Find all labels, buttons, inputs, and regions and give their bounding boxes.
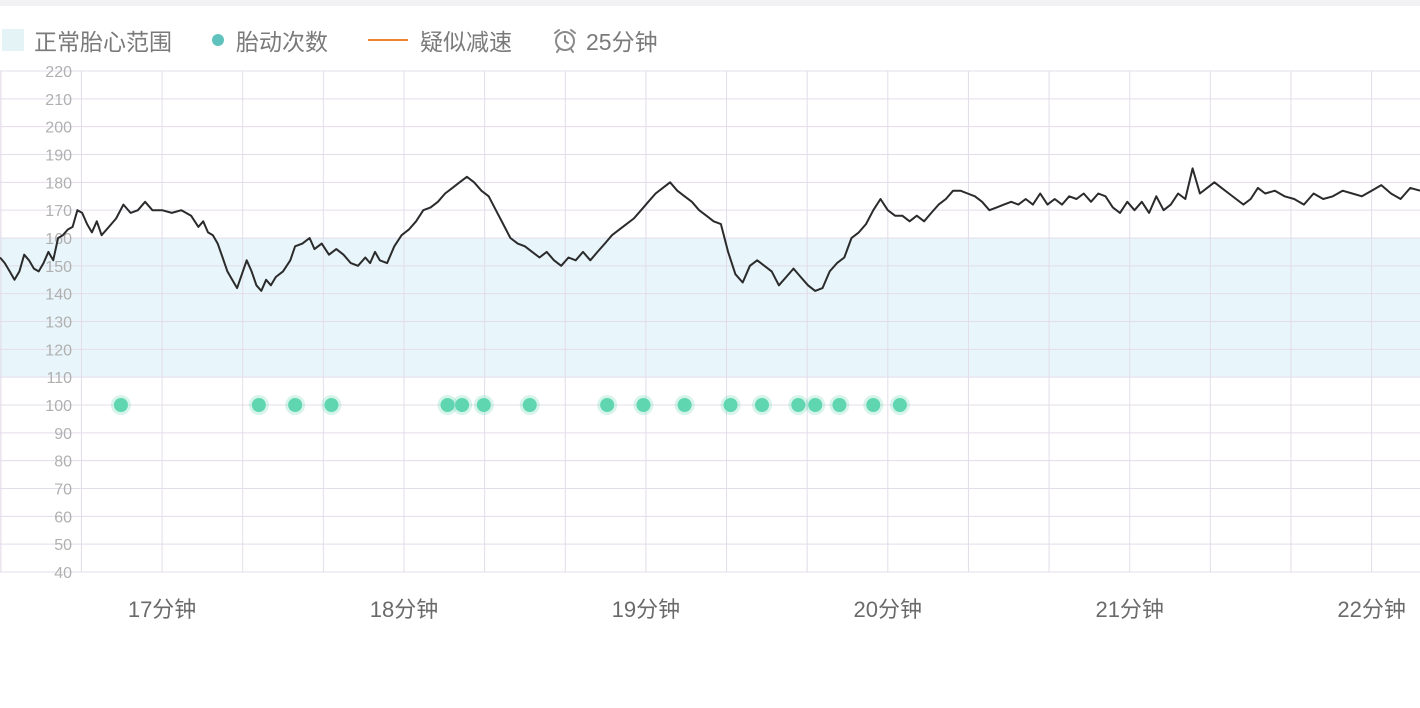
y-tick-label: 110	[46, 370, 72, 387]
fetal-movement-dot	[600, 398, 615, 412]
legend-timer: 25分钟	[552, 23, 658, 57]
fetal-movement-dot	[677, 398, 692, 412]
y-tick-label: 80	[54, 454, 72, 471]
fetal-movement-swatch	[212, 34, 224, 46]
horizontal-gridlines	[0, 70, 1420, 573]
fetal-movement-dot	[288, 398, 303, 412]
y-tick-label: 220	[45, 64, 72, 81]
legend-suspected-decel-label: 疑似减速	[420, 30, 512, 56]
normal-range-band	[0, 238, 1420, 378]
x-axis-tick-labels: 17分钟 18分钟 19分钟 20分钟 21分钟 22分钟	[128, 597, 1406, 622]
y-tick-label: 190	[45, 148, 72, 165]
y-tick-label: 170	[45, 203, 72, 220]
y-tick-label: 200	[45, 120, 72, 137]
x-tick-label: 22分钟	[1337, 597, 1405, 622]
chart-legend: 正常胎心范围 胎动次数 疑似减速 25分钟	[0, 22, 698, 58]
y-tick-label: 140	[45, 287, 72, 304]
fetal-movement-dot	[866, 398, 881, 412]
top-strip	[0, 0, 1420, 6]
y-tick-label: 50	[54, 537, 72, 554]
y-axis-tick-labels: 4050607080901001101201301401501601701801…	[45, 64, 72, 582]
fetal-movement-dot	[476, 398, 491, 412]
x-tick-label: 18分钟	[370, 597, 438, 622]
y-tick-label: 70	[54, 482, 72, 499]
fetal-movement-dot	[251, 398, 266, 412]
fetal-movement-dot	[455, 398, 470, 412]
heart-rate-series-line	[0, 167, 1420, 292]
y-tick-label: 90	[54, 426, 72, 443]
fetal-movement-dot	[440, 398, 455, 412]
fetal-movement-dot	[113, 398, 128, 412]
y-tick-label: 100	[45, 398, 72, 415]
fetal-movement-dot	[791, 398, 806, 412]
fetal-movement-markers	[110, 395, 910, 415]
legend-suspected-decel[interactable]: 疑似减速	[368, 23, 512, 57]
fetal-movement-dot	[755, 398, 770, 412]
x-tick-label: 17分钟	[128, 597, 196, 622]
y-tick-label: 180	[45, 175, 72, 192]
alarm-clock-icon	[554, 29, 576, 53]
vertical-gridlines	[0, 71, 1373, 572]
fetal-movement-dot	[892, 398, 907, 412]
legend-fetal-movement[interactable]: 胎动次数	[212, 23, 328, 57]
y-tick-label: 120	[45, 342, 72, 359]
suspected-decel-swatch	[368, 39, 408, 41]
y-tick-label: 40	[54, 565, 72, 582]
legend-normal-range-label: 正常胎心范围	[34, 30, 172, 56]
y-tick-label: 130	[45, 315, 72, 332]
y-tick-label: 60	[54, 509, 72, 526]
legend-normal-range[interactable]: 正常胎心范围	[2, 23, 172, 57]
legend-fetal-movement-label: 胎动次数	[236, 30, 328, 56]
normal-range-swatch	[2, 29, 24, 51]
fetal-movement-dot	[723, 398, 738, 412]
x-tick-label: 19分钟	[612, 597, 680, 622]
fetal-movement-dot	[636, 398, 651, 412]
fetal-movement-dot	[832, 398, 847, 412]
x-tick-label: 20分钟	[854, 597, 922, 622]
x-tick-label: 21分钟	[1095, 597, 1163, 622]
fetal-movement-dot	[808, 398, 823, 412]
timer-label: 25分钟	[586, 29, 658, 55]
fetal-movement-dot	[522, 398, 537, 412]
y-tick-label: 150	[45, 259, 72, 276]
y-tick-label: 210	[45, 92, 72, 109]
fetal-movement-dot	[324, 398, 339, 412]
